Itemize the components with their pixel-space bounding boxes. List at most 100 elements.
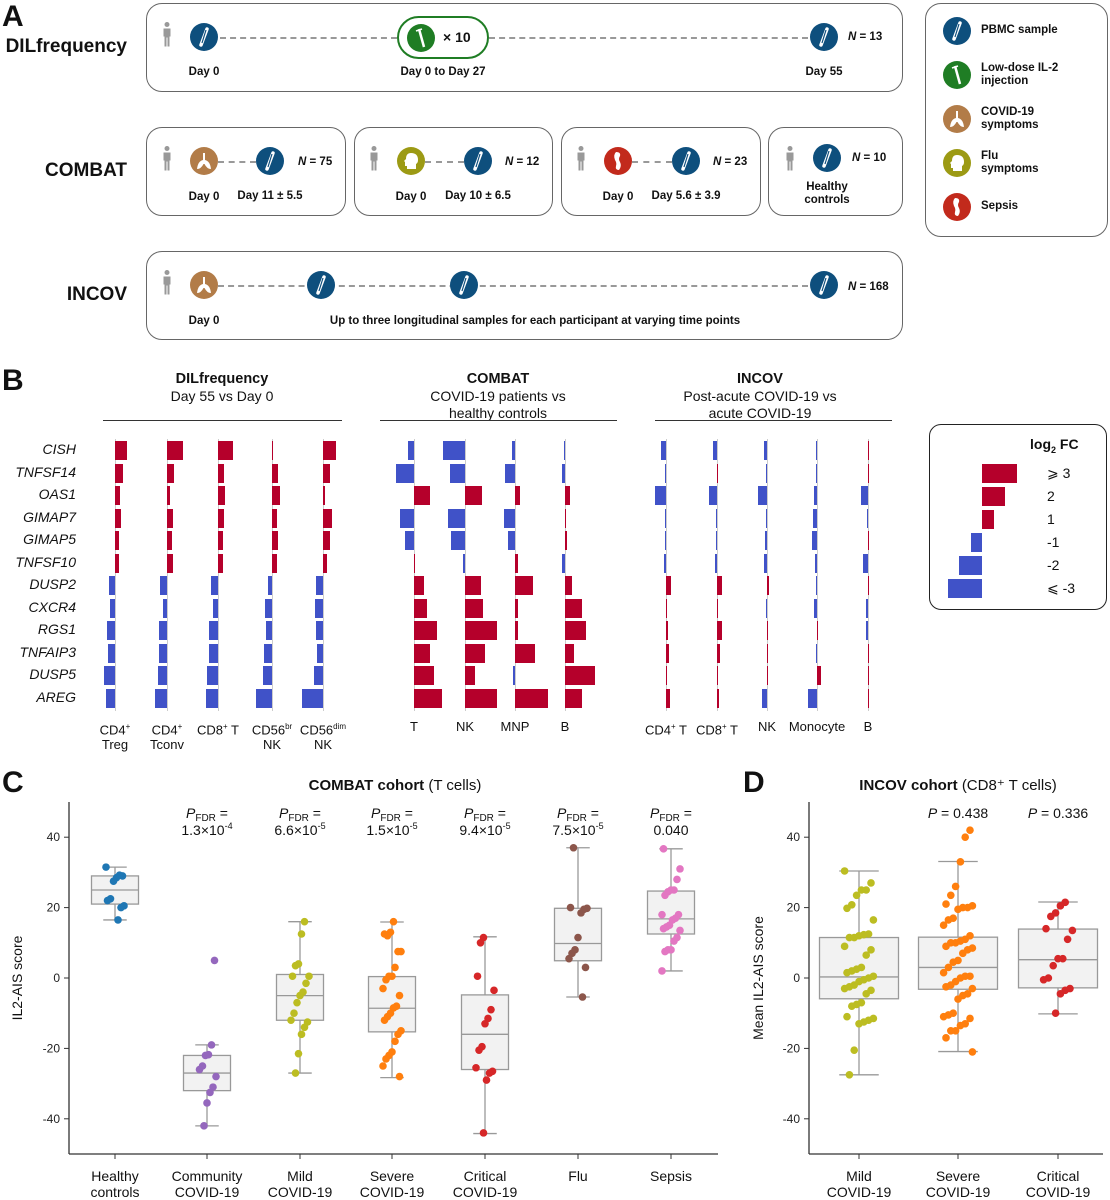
p-mantissa: 6.6×10	[274, 822, 317, 838]
fc-bar-cxcr4	[765, 598, 767, 618]
column-label-main: CD56	[299, 722, 334, 738]
chart-title: COMBAT cohort (T cells)	[309, 777, 482, 794]
data-point	[482, 1076, 491, 1084]
data-point	[661, 891, 669, 900]
data-point	[673, 875, 681, 884]
fc-bar-tnfaip3	[158, 643, 167, 663]
data-point	[1051, 1009, 1060, 1017]
p-equals: =	[1037, 805, 1053, 821]
pbmc-sample-icon	[190, 23, 218, 51]
fc-bar-gimap5	[812, 531, 817, 550]
fc-bar-gimap7	[715, 508, 717, 528]
combat-covid-sample-day: Day 11 ± 5.5	[237, 190, 303, 202]
fc-bar-cxcr4	[813, 598, 817, 618]
fc-bar-tnfsf14	[717, 463, 718, 483]
column-label-main: B	[560, 719, 570, 734]
legend-fc-bar	[982, 510, 994, 529]
data-point	[944, 916, 953, 924]
fc-bar-gimap5	[868, 531, 869, 550]
fc-bar-gimap5	[323, 531, 331, 550]
fc-bar-gimap5	[167, 531, 172, 550]
column-baseline	[565, 439, 566, 711]
incov-n: N = 168	[848, 281, 889, 293]
data-point	[290, 1009, 298, 1017]
fc-bar-gimap7	[272, 508, 278, 528]
fc-bar-tnfaip3	[767, 643, 769, 663]
data-point	[379, 1062, 387, 1070]
fc-bar-tnfaip3	[465, 643, 486, 663]
gene-label: CXCR4	[28, 598, 76, 615]
data-point	[379, 984, 387, 993]
injection-pill	[397, 16, 489, 59]
fc-bar-cish	[272, 441, 274, 460]
fc-bar-rgs1	[866, 621, 868, 640]
fc-bar-dusp2	[414, 576, 425, 595]
fc-bar-rgs1	[266, 621, 272, 640]
group-title: DILfrequency	[175, 371, 269, 387]
combat-flu-n: N = 12	[505, 156, 540, 168]
data-point	[302, 979, 310, 988]
x-tick-label: COVID-19	[1026, 1184, 1091, 1200]
pbmc-sample-icon	[810, 23, 838, 51]
dilfrequency-timeline-box	[146, 3, 903, 92]
p-value: 6.6×10-5	[274, 821, 325, 838]
data-point	[1054, 954, 1062, 963]
p-exponent: -5	[318, 821, 326, 831]
p-value-annotation: PFDR =	[279, 805, 321, 824]
fc-bar-oas1	[655, 486, 666, 505]
il2-injection-icon	[943, 61, 971, 89]
fc-bar-rgs1	[315, 621, 323, 640]
chart-title-note: (T cells)	[428, 777, 481, 794]
data-point	[475, 1046, 483, 1054]
fc-bar-tnfsf14	[450, 463, 465, 483]
gene-label: OAS1	[38, 486, 76, 502]
p-symbol: P	[557, 805, 567, 821]
incov-note: Up to three longitudinal samples for eac…	[329, 315, 741, 327]
fc-bar-cish	[660, 441, 666, 460]
p-value-annotation: PFDR =	[650, 805, 692, 824]
fc-bar-dusp2	[767, 576, 769, 595]
fc-bar-tnfaip3	[565, 643, 574, 663]
data-point	[481, 1019, 489, 1028]
y-tick-label: 20	[787, 901, 801, 915]
column-label-main: CD4	[151, 722, 178, 738]
data-point	[102, 863, 110, 871]
group-subtitle: Day 55 vs Day 0	[170, 388, 274, 404]
data-point	[581, 963, 590, 972]
data-point	[578, 993, 587, 1001]
fc-bar-tnfaip3	[515, 643, 535, 663]
column-label-line1: Monocyte	[789, 719, 845, 734]
column-baseline	[868, 439, 869, 711]
data-point	[658, 967, 666, 975]
legend-fc-label: ⩾ 3	[1047, 465, 1071, 481]
fc-bar-tnfsf10	[218, 553, 224, 573]
box-iqr	[460, 994, 510, 1071]
fc-bar-areg	[154, 688, 167, 708]
person-icon	[162, 22, 172, 53]
person-icon	[162, 146, 172, 177]
data-point	[391, 1037, 399, 1046]
y-tick-label: 0	[53, 971, 60, 985]
dashed-timeline	[425, 161, 464, 163]
cohort-label-combat: COMBAT	[45, 160, 127, 181]
box-iqr	[367, 975, 417, 1033]
combat-covid-box	[146, 127, 346, 216]
data-point	[947, 891, 955, 900]
group-header: COMBAT COVID-19 patients vs healthy contro…	[430, 370, 565, 422]
group-subtitle: healthy controls	[448, 405, 548, 421]
fc-bar-tnfsf10	[561, 553, 565, 573]
data-point	[956, 858, 965, 866]
group-title: COMBAT	[466, 371, 530, 387]
data-point	[297, 1030, 306, 1039]
data-point	[109, 877, 118, 885]
combat-covid-day0: Day 0	[188, 191, 220, 203]
column-label-main: T	[410, 719, 418, 734]
y-tick-label: -40	[43, 1112, 61, 1126]
pbmc-sample-icon	[464, 147, 492, 175]
fc-bar-cxcr4	[162, 598, 167, 618]
x-tick-label: COVID-19	[175, 1184, 240, 1200]
gene-label: AREG	[36, 688, 76, 705]
legend-fc-label: 2	[1047, 488, 1055, 504]
covid-lungs-icon	[190, 271, 218, 299]
p-mantissa: 7.5×10	[552, 822, 595, 838]
